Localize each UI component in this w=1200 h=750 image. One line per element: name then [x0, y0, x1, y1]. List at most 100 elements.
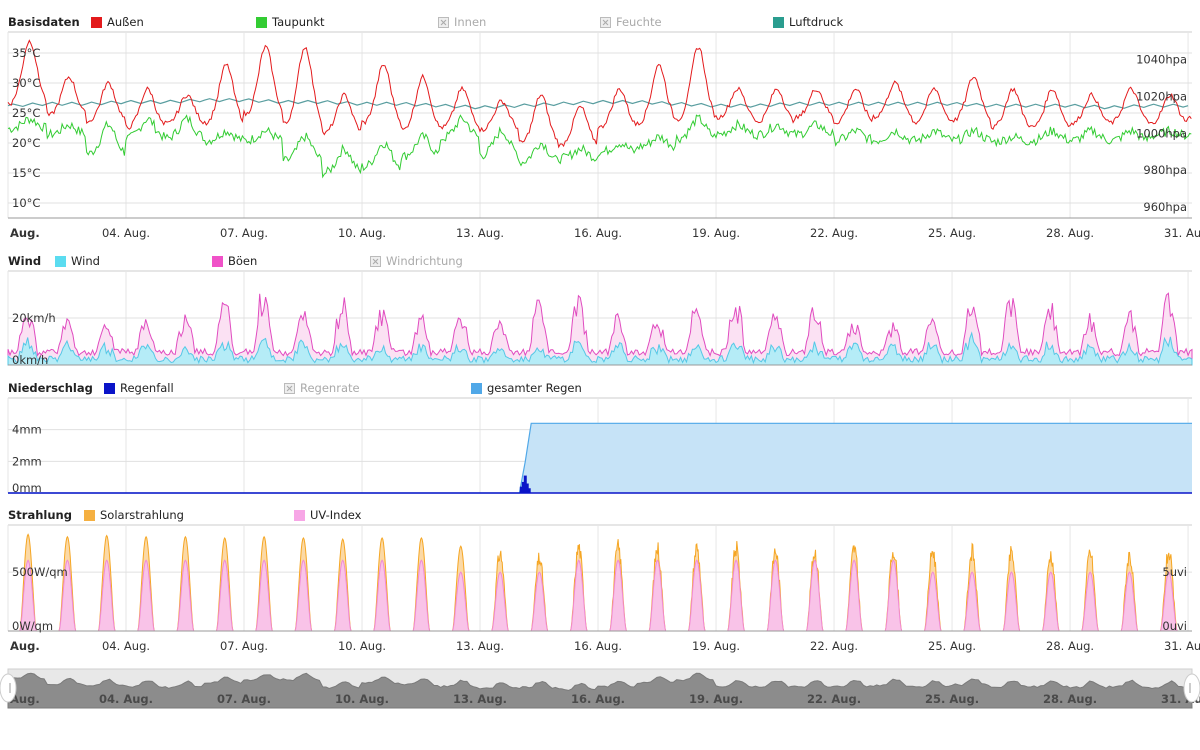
series-area-uv-index — [491, 571, 509, 632]
series-area-uv-index — [805, 559, 824, 632]
legend-item-solarstrahlung[interactable]: Solarstrahlung — [84, 508, 184, 522]
y-tick-label-left: 35°C — [12, 46, 40, 60]
disabled-checkbox-icon — [600, 16, 611, 28]
legend-item-uv-index[interactable]: UV-Index — [294, 508, 361, 522]
y-tick-label-right: 5uvi — [1162, 565, 1187, 579]
series-area-uv-index — [294, 559, 313, 632]
x-tick-label: 28. Aug. — [1046, 639, 1094, 653]
x-tick-label: 22. Aug. — [810, 639, 858, 653]
navigator-tick-label: 22. Aug. — [807, 692, 861, 706]
x-tick-label: 10. Aug. — [338, 639, 386, 653]
legend-label: Windrichtung — [386, 254, 463, 268]
series-area-gesamter-regen — [8, 423, 1192, 493]
navigator-series — [7, 672, 1193, 709]
series-area-uv-index — [1002, 571, 1021, 632]
rain-bar — [527, 488, 531, 493]
legend-swatch — [55, 255, 66, 267]
series-area-uv-index — [255, 559, 273, 632]
series-area-uv-index — [530, 571, 549, 632]
x-tick-label: Aug. — [10, 226, 40, 240]
disabled-checkbox-icon — [370, 255, 381, 267]
x-tick-label: 13. Aug. — [456, 226, 504, 240]
legend-item-gesamter-regen[interactable]: gesamter Regen — [471, 381, 582, 395]
legend-item-regenfall[interactable]: Regenfall — [104, 381, 174, 395]
y-tick-label-right: 960hpa — [1143, 200, 1187, 214]
legend-label: Regenfall — [120, 381, 174, 395]
legend-item-boeen[interactable]: Böen — [212, 254, 257, 268]
legend-item-taupunkt[interactable]: Taupunkt — [256, 15, 325, 29]
legend-label: UV-Index — [310, 508, 362, 522]
disabled-checkbox-icon — [284, 382, 295, 394]
y-tick-label-left: 10°C — [12, 196, 40, 210]
legend-item-aussen[interactable]: Außen — [91, 15, 144, 29]
legend-label: Taupunkt — [272, 15, 325, 29]
series-area-uv-index — [1120, 571, 1139, 632]
series-line-aussen — [7, 39, 1192, 149]
x-tick-label: 07. Aug. — [220, 639, 268, 653]
legend-item-windrichtung[interactable]: Windrichtung — [370, 254, 463, 268]
navigator-tick-label: 25. Aug. — [925, 692, 979, 706]
x-tick-label: 04. Aug. — [102, 639, 150, 653]
navigator-tick-label: Aug. — [10, 692, 40, 706]
x-tick-label: 31. Aug. — [1164, 639, 1200, 653]
legend-swatch — [91, 16, 102, 28]
y-tick-label-right: 980hpa — [1143, 163, 1187, 177]
navigator-handle-knob[interactable] — [1183, 673, 1200, 703]
series-area-uv-index — [137, 559, 155, 632]
series-area-uv-index — [1081, 571, 1100, 632]
x-tick-label: 22. Aug. — [810, 226, 858, 240]
series-area-uv-index — [19, 559, 37, 632]
series-area-uv-index — [963, 571, 982, 632]
y-tick-label-left: 0km/h — [12, 353, 48, 367]
legend-label: Feuchte — [616, 15, 662, 29]
series-area-uv-index — [609, 559, 628, 632]
legend-label: Luftdruck — [789, 15, 844, 29]
x-tick-label: 16. Aug. — [574, 226, 622, 240]
x-tick-label: 31. Aug. — [1164, 226, 1200, 240]
y-tick-label-left: 0W/qm — [12, 619, 53, 633]
legend-item-wind[interactable]: Wind — [55, 254, 100, 268]
y-tick-label-left: 20°C — [12, 136, 40, 150]
legend-item-innen[interactable]: Innen — [438, 15, 486, 29]
series-area-uv-index — [845, 559, 864, 632]
legend-item-regenrate[interactable]: Regenrate — [284, 381, 360, 395]
series-line-taupunkt — [7, 114, 1192, 179]
y-tick-label-left: 30°C — [12, 76, 40, 90]
y-tick-label-right: 1040hpa — [1136, 53, 1187, 67]
navigator-tick-label: 16. Aug. — [571, 692, 625, 706]
x-tick-label: 16. Aug. — [574, 639, 622, 653]
rain-bar — [525, 483, 529, 493]
legend-swatch — [212, 255, 223, 267]
y-tick-label-left: 15°C — [12, 166, 40, 180]
series-area-uv-index — [1041, 571, 1060, 632]
series-area-uv-index — [569, 559, 588, 632]
x-tick-label: 10. Aug. — [338, 226, 386, 240]
series-area-uv-index — [58, 559, 77, 632]
navigator-tick-label: 28. Aug. — [1043, 692, 1097, 706]
legend-swatch — [104, 382, 115, 394]
legend-label: gesamter Regen — [487, 381, 582, 395]
series-area-uv-index — [884, 559, 903, 632]
legend-label: Wind — [71, 254, 100, 268]
series-line-luftdruck — [7, 98, 1189, 110]
panel-title-wind: Wind — [8, 254, 42, 268]
rain-bar — [523, 475, 527, 493]
navigator-handle-left[interactable] — [0, 673, 17, 703]
y-tick-label-right: 1000hpa — [1136, 126, 1187, 140]
legend-item-feuchte[interactable]: Feuchte — [600, 15, 662, 29]
navigator-tick-label: 13. Aug. — [453, 692, 507, 706]
x-tick-label: 13. Aug. — [456, 639, 504, 653]
legend-swatch — [294, 509, 305, 521]
series-area-uv-index — [923, 571, 942, 632]
navigator-handle-knob[interactable] — [0, 673, 17, 703]
navigator-tick-label: 10. Aug. — [335, 692, 389, 706]
panel-title-basis: Basisdaten — [8, 15, 80, 29]
series-area-uv-index — [687, 559, 706, 632]
panel-title-rain: Niederschlag — [8, 381, 93, 395]
series-area-uv-index — [215, 559, 234, 632]
legend-item-luftdruck[interactable]: Luftdruck — [773, 15, 843, 29]
x-tick-label: 25. Aug. — [928, 639, 976, 653]
x-tick-label: 19. Aug. — [692, 639, 740, 653]
navigator-handle-right[interactable] — [1183, 673, 1200, 703]
rain-bar — [521, 481, 525, 493]
